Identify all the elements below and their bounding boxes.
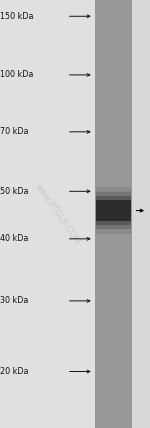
Text: 20 kDa: 20 kDa — [0, 367, 28, 376]
Text: 70 kDa: 70 kDa — [0, 127, 28, 137]
Text: 30 kDa: 30 kDa — [0, 296, 28, 306]
Text: 40 kDa: 40 kDa — [0, 234, 28, 244]
Text: 100 kDa: 100 kDa — [0, 70, 33, 80]
Bar — [96, 192, 131, 229]
Text: 50 kDa: 50 kDa — [0, 187, 28, 196]
Bar — [0, 0, 95, 428]
Bar — [96, 196, 131, 225]
Text: www.PTGLB.COM: www.PTGLB.COM — [33, 182, 81, 246]
Bar — [95, 0, 132, 428]
Bar — [96, 200, 131, 221]
Bar — [96, 187, 131, 234]
Text: 150 kDa: 150 kDa — [0, 12, 33, 21]
